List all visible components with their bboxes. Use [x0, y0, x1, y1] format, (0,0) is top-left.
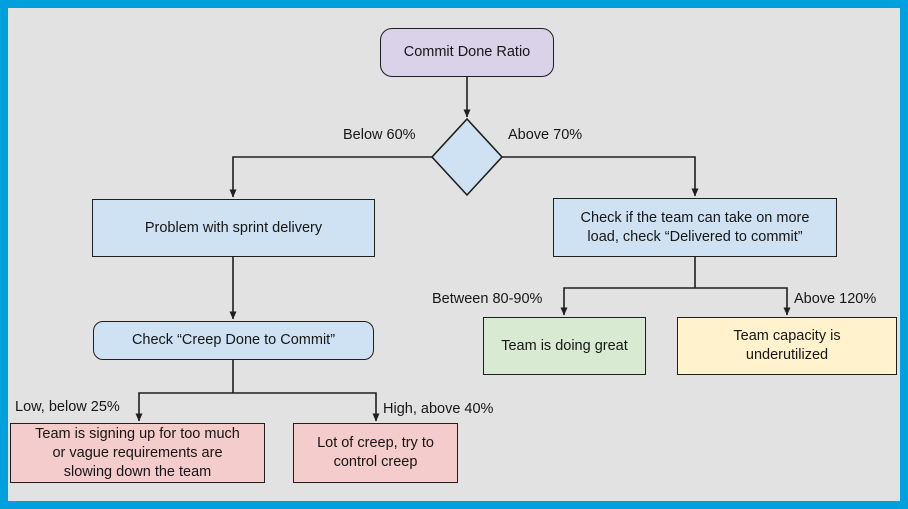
doing-great-node: Team is doing great: [483, 317, 646, 375]
too-much-node: Team is signing up for too much or vague…: [10, 423, 265, 483]
start-node-label: Commit Done Ratio: [403, 44, 531, 60]
check-load-line-1: Check if the team can take on more: [580, 209, 810, 226]
lot-of-creep-line-1: Lot of creep, try to: [317, 435, 434, 451]
lot-of-creep-node: Lot of creep, try to control creep: [293, 423, 458, 483]
problem-node: Problem with sprint delivery: [92, 199, 375, 257]
edge-low-to-too-much: [135, 392, 233, 422]
check-creep-node: Check “Creep Done to Commit”: [93, 321, 374, 360]
lot-of-creep-line-2: control creep: [333, 454, 418, 470]
edge-decision-to-problem: [229, 156, 432, 198]
edge-label-between-80-90: Between 80-90%: [432, 291, 543, 307]
edge-label-low-below-25: Low, below 25%: [15, 399, 120, 415]
problem-node-label: Problem with sprint delivery: [144, 219, 323, 236]
check-creep-node-label: Check “Creep Done to Commit”: [131, 332, 336, 348]
start-node: Commit Done Ratio: [380, 28, 554, 77]
edge-label-below-60: Below 60%: [343, 127, 416, 143]
too-much-line-1: Team is signing up for too much: [35, 425, 240, 442]
edge-high-to-lot-of-creep: [233, 392, 380, 422]
edge-label-above-70: Above 70%: [508, 127, 583, 143]
decision-diamond-node: [430, 117, 504, 197]
too-much-line-3: slowing down the team: [63, 463, 212, 480]
underutilized-line-1: Team capacity is: [733, 328, 841, 344]
check-load-node: Check if the team can take on more load,…: [553, 198, 837, 257]
edge-label-high-above-40: High, above 40%: [383, 401, 494, 417]
edge-decision-to-check-load: [502, 156, 699, 197]
edge-label-above-120: Above 120%: [794, 291, 877, 307]
too-much-line-2: or vague requirements are: [52, 444, 223, 461]
underutilized-node: Team capacity is underutilized: [677, 317, 897, 375]
underutilized-line-2: underutilized: [745, 347, 829, 363]
edge-above120-to-underutilized: [695, 287, 791, 316]
doing-great-label: Team is doing great: [501, 337, 628, 354]
edge-between-to-doing-great: [560, 287, 695, 316]
check-load-line-2: load, check “Delivered to commit”: [587, 228, 803, 245]
